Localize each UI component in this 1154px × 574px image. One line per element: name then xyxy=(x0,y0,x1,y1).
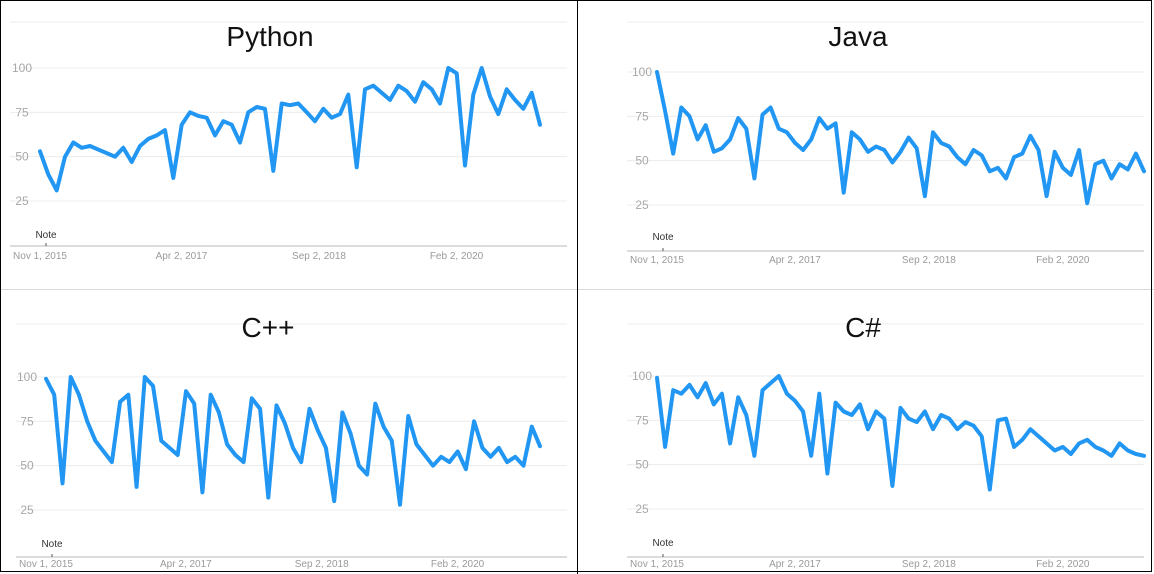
y-tick-label: 75 xyxy=(635,413,649,427)
y-tick-label: 75 xyxy=(15,105,29,119)
note-label: Note xyxy=(652,232,674,243)
panel-divider-vertical xyxy=(577,0,578,574)
gridlines xyxy=(10,21,567,202)
gridlines xyxy=(627,323,1144,510)
y-tick-label: 50 xyxy=(20,459,34,473)
chart-python: 100 75 50 25 Note Nov 1, 2015 Apr 2, 2017 Sep 2… xyxy=(10,21,567,262)
y-tick-label: 25 xyxy=(635,502,649,516)
chart-title: C# xyxy=(845,312,881,343)
y-tick-label: 100 xyxy=(17,370,37,384)
chart-title: Java xyxy=(828,21,888,52)
chart-cpp: 100 75 50 25 Note Nov 1, 2015 Apr 2, 2017 Sep 2… xyxy=(16,312,567,570)
series-line-java xyxy=(655,70,1146,206)
x-tick-label: Apr 2, 2017 xyxy=(160,559,212,570)
chart-csharp: 100 75 50 25 Note Nov 1, 2015 Apr 2, 2017 Sep 2… xyxy=(627,312,1146,570)
x-tick-label: Feb 2, 2020 xyxy=(1036,559,1090,570)
gridlines xyxy=(16,323,567,511)
series-line-cpp xyxy=(44,375,542,507)
y-tick-label: 100 xyxy=(12,61,32,75)
y-tick-label: 50 xyxy=(635,458,649,472)
x-tick-label: Apr 2, 2017 xyxy=(156,251,208,262)
y-tick-label: 25 xyxy=(635,198,649,212)
series-line-csharp xyxy=(655,374,1146,492)
x-tick-label: Apr 2, 2017 xyxy=(769,255,821,266)
chart-title: C++ xyxy=(242,312,295,343)
y-tick-label: 25 xyxy=(20,503,34,517)
x-tick-label: Nov 1, 2015 xyxy=(630,255,684,266)
chart-java: 100 75 50 25 Note Nov 1, 2015 Apr 2, 2017 Sep 2… xyxy=(627,21,1146,266)
x-tick-label: Sep 2, 2018 xyxy=(295,559,349,570)
x-tick-label: Apr 2, 2017 xyxy=(769,559,821,570)
y-tick-label: 100 xyxy=(632,369,652,383)
data-points xyxy=(45,376,542,507)
y-tick-label: 50 xyxy=(15,150,29,164)
y-tick-label: 75 xyxy=(635,109,649,123)
x-tick-label: Nov 1, 2015 xyxy=(630,559,684,570)
x-tick-label: Sep 2, 2018 xyxy=(292,251,346,262)
y-tick-label: 25 xyxy=(15,194,29,208)
chart-title: Python xyxy=(226,21,313,52)
x-tick-label: Feb 2, 2020 xyxy=(430,251,484,262)
x-tick-label: Nov 1, 2015 xyxy=(13,251,67,262)
x-tick-label: Sep 2, 2018 xyxy=(902,559,956,570)
x-tick-label: Feb 2, 2020 xyxy=(431,559,485,570)
y-tick-label: 100 xyxy=(632,65,652,79)
y-tick-label: 50 xyxy=(635,154,649,168)
note-label: Note xyxy=(652,538,674,549)
note-label: Note xyxy=(35,230,57,241)
data-points xyxy=(39,67,542,192)
note-label: Note xyxy=(41,539,63,550)
y-tick-label: 75 xyxy=(20,414,34,428)
x-tick-label: Sep 2, 2018 xyxy=(902,255,956,266)
x-tick-label: Feb 2, 2020 xyxy=(1036,255,1090,266)
series-line-python xyxy=(38,66,542,193)
x-tick-label: Nov 1, 2015 xyxy=(19,559,73,570)
